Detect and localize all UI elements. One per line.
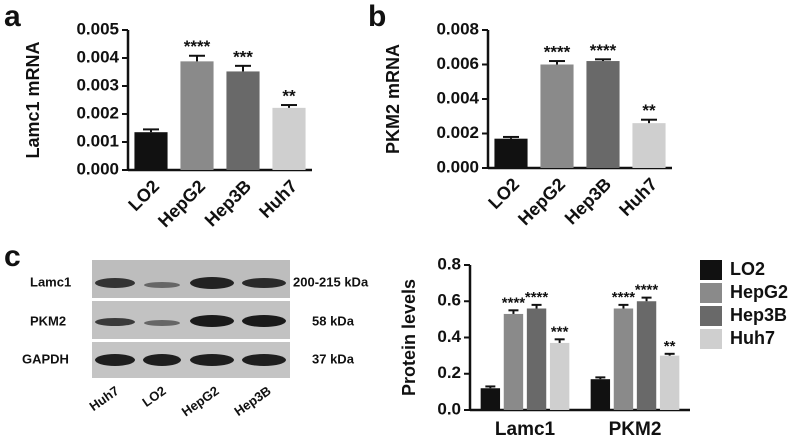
significance: **** <box>635 282 659 299</box>
significance: *** <box>551 323 569 340</box>
bar <box>659 355 680 410</box>
y-tick-label: 0.008 <box>436 19 479 38</box>
y-tick-label: 0.006 <box>436 54 479 73</box>
y-axis-label: PKM2 mRNA <box>383 44 403 154</box>
legend-label: Hep3B <box>730 305 787 325</box>
legend-label: LO2 <box>730 259 765 279</box>
blot-row-label: Lamc1 <box>30 274 71 289</box>
bar <box>480 388 501 410</box>
legend-swatch <box>700 260 722 280</box>
y-tick-label: 0.002 <box>436 123 479 142</box>
y-tick-label: 0.8 <box>437 254 461 273</box>
y-tick-label: 0.4 <box>437 327 461 346</box>
legend-swatch <box>700 329 722 349</box>
significance: **** <box>525 289 549 306</box>
significance: ** <box>642 101 656 120</box>
bar <box>134 132 168 170</box>
bar <box>636 301 657 410</box>
significance: **** <box>502 294 526 311</box>
y-tick-label: 0.0 <box>437 399 461 418</box>
bar <box>540 64 574 168</box>
y-axis-label: Lamc1 mRNA <box>23 41 43 158</box>
bar <box>613 308 634 410</box>
blot-size-label: 200-215 kDa <box>293 274 369 289</box>
y-tick-label: 0.001 <box>76 131 119 150</box>
bar <box>272 107 306 170</box>
significance: ** <box>282 87 296 106</box>
significance: *** <box>233 47 253 66</box>
y-tick-label: 0.002 <box>76 103 119 122</box>
y-tick-label: 0.000 <box>436 157 479 176</box>
bar <box>503 313 524 410</box>
x-tick-label: PKM2 <box>609 419 662 439</box>
blot-lane-label: Huh7 <box>86 383 121 414</box>
y-tick-label: 0.004 <box>436 88 479 107</box>
x-tick-label: Lamc1 <box>495 419 556 439</box>
blot-lane-label: LO2 <box>139 383 168 410</box>
blot-row-label: PKM2 <box>30 313 66 328</box>
blot-size-label: 58 kDa <box>312 313 355 328</box>
significance: ** <box>664 338 676 355</box>
y-tick-label: 0.000 <box>76 159 119 178</box>
x-tick-label: Huh7 <box>255 176 301 222</box>
bar <box>632 123 666 168</box>
legend-label: HepG2 <box>730 282 788 302</box>
blot-lane-label: Hep3B <box>231 383 273 419</box>
blot-image <box>92 260 290 378</box>
bar <box>590 379 611 410</box>
y-tick-label: 0.003 <box>76 75 119 94</box>
x-tick-label: HepG2 <box>154 176 209 231</box>
panel-label: c <box>4 240 21 273</box>
x-tick-label: HepG2 <box>514 174 569 229</box>
y-tick-label: 0.2 <box>437 363 461 382</box>
legend-swatch <box>700 283 722 303</box>
x-tick-label: LO2 <box>484 174 523 213</box>
bar <box>226 71 260 170</box>
panel-label: a <box>4 0 21 33</box>
significance: **** <box>184 37 211 56</box>
bar <box>494 138 528 168</box>
bar <box>526 308 547 410</box>
x-tick-label: LO2 <box>124 176 163 215</box>
legend-label: Huh7 <box>730 328 775 348</box>
x-tick-label: Huh7 <box>615 174 661 220</box>
blot-row-label: GAPDH <box>22 351 69 366</box>
x-tick-label: Hep3B <box>561 174 615 228</box>
bar <box>586 61 620 168</box>
bar <box>180 61 214 170</box>
significance: **** <box>544 43 571 62</box>
y-axis-label: Protein levels <box>399 279 419 396</box>
blot-lane-label: HepG2 <box>179 383 222 419</box>
y-tick-label: 0.6 <box>437 291 461 310</box>
y-tick-label: 0.005 <box>76 19 119 38</box>
significance: **** <box>590 41 617 60</box>
legend-swatch <box>700 306 722 326</box>
significance: **** <box>612 289 636 306</box>
x-tick-label: Hep3B <box>201 176 255 230</box>
y-tick-label: 0.004 <box>76 47 119 66</box>
blot-size-label: 37 kDa <box>312 351 355 366</box>
panel-label: b <box>368 0 386 33</box>
bar <box>549 342 570 410</box>
